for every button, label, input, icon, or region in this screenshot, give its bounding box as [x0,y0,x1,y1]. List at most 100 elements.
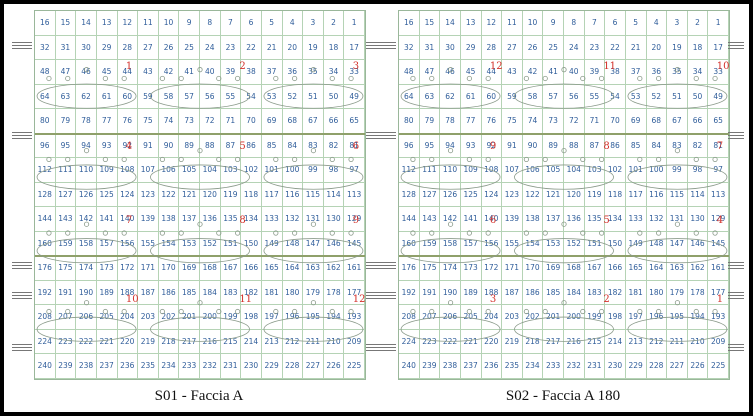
crown-jewel-shape [693,230,699,236]
grid-cell: 4 [646,11,668,36]
grid-cell: 138 [522,207,544,232]
grid-cell: 42 [522,60,544,85]
grid-cell: 81 [708,133,729,159]
margin-rule [728,45,744,46]
grid-cell: 144 [399,207,420,232]
grid-cell: 3 [667,11,688,36]
crown-jewel-shape [485,308,491,315]
grid-cell: 9 [543,11,564,36]
grid-cell: 23 [584,35,606,61]
margin-rule [366,48,396,49]
crown-jewel-shape [159,75,165,82]
margin-rule [12,268,32,269]
grid-cell: 209 [344,329,365,355]
crown-band-shape [263,238,364,264]
crown-jewel-shape [216,308,222,315]
grid-cell: 127 [55,182,77,208]
grid-cell: 121 [179,182,200,208]
grid-cell: 128 [399,182,420,208]
grid-cell: 117 [261,182,283,208]
grid-cell: 9 [179,11,200,36]
grid-cell: 13 [96,11,118,36]
grid-cell: 176 [399,256,420,281]
band-divider [35,255,365,258]
crown-jewel-shape [46,156,52,163]
band-divider [399,255,729,258]
grid-cell: 113 [344,182,365,208]
crown-jewel-shape [637,308,643,315]
margin-rule [12,347,32,348]
grid-cell: 136 [564,207,585,232]
crown-jewel-shape [83,147,90,154]
grid-cell: 121 [543,182,564,208]
crown-jewel-shape [235,308,241,315]
crown-jewel-shape [561,221,567,227]
grid-cell: 43 [138,60,159,85]
grid-cell: 59 [502,84,523,110]
grid-cell: 109 [96,158,118,183]
grid-cell: 174 [76,256,97,281]
grid-cell: 49 [708,84,729,110]
grid-cell: 180 [646,280,668,306]
crown-jewel-shape [410,156,416,163]
grid-cell: 52 [282,84,304,110]
crown-jewel-shape [485,156,491,163]
grid-cell: 175 [419,256,441,281]
grid-cell: 19 [667,35,688,61]
grid-cell: 81 [344,133,365,159]
crown-jewel-shape [561,147,567,154]
crown-jewel-shape [599,156,605,163]
crown-jewel-shape [348,230,354,236]
margin-rule [728,42,744,43]
grid-cell: 238 [76,354,97,379]
grid-cell: 63 [419,84,441,110]
grid-cell: 26 [158,35,180,61]
grid-cell: 25 [543,35,564,61]
crown-band-shape [514,238,614,264]
grid-cell: 235 [138,354,159,379]
grid-cell: 233 [179,354,200,379]
grid-cell: 167 [220,256,242,281]
grid-cell: 137 [179,207,200,232]
grid-cell: 18 [323,35,345,61]
grid-cell: 115 [667,182,688,208]
grid-cell: 172 [117,256,139,281]
grid-cell: 220 [117,329,139,355]
crown-jewel-shape [197,300,203,306]
grid-cell: 135 [220,207,242,232]
grid-cell: 17 [344,35,365,61]
grid-cell: 183 [220,280,242,306]
grid-cell: 123 [138,182,159,208]
grid-cell: 187 [502,280,523,306]
margin-rule [366,45,396,46]
grid-cell: 14 [76,11,97,36]
grid-cell: 237 [460,354,482,379]
grid-cell: 47 [419,60,441,85]
crown-jewel-shape [447,147,454,154]
margin-rule [366,350,396,351]
crown-number-label: 6 [489,215,497,227]
margin-rule [366,265,396,266]
grid-cell: 6 [241,11,262,36]
grid-cell: 219 [502,329,523,355]
grid-cell: 232 [564,354,585,379]
crown-number-label: 10 [125,293,139,305]
crown-band-shape [263,83,364,109]
grid-cell: 16 [35,11,56,36]
grid-cell: 185 [179,280,200,306]
grid-cell: 118 [605,182,626,208]
grid-cell: 168 [200,256,221,281]
grid-cell: 240 [399,354,420,379]
crown-jewel-shape [292,75,298,82]
grid-cell: 100 [282,158,304,183]
grid-cell: 193 [708,305,729,330]
crown-jewel-shape [273,156,279,163]
crown-jewel-shape [273,230,279,236]
grid-cell: 198 [605,305,626,330]
grid-cell: 92 [117,133,139,159]
crown-jewel-shape [637,230,643,236]
crown-jewel-shape [329,230,335,236]
margin-rule [366,344,396,345]
grid-cell: 30 [440,35,461,61]
grid-cell: 202 [158,305,180,330]
